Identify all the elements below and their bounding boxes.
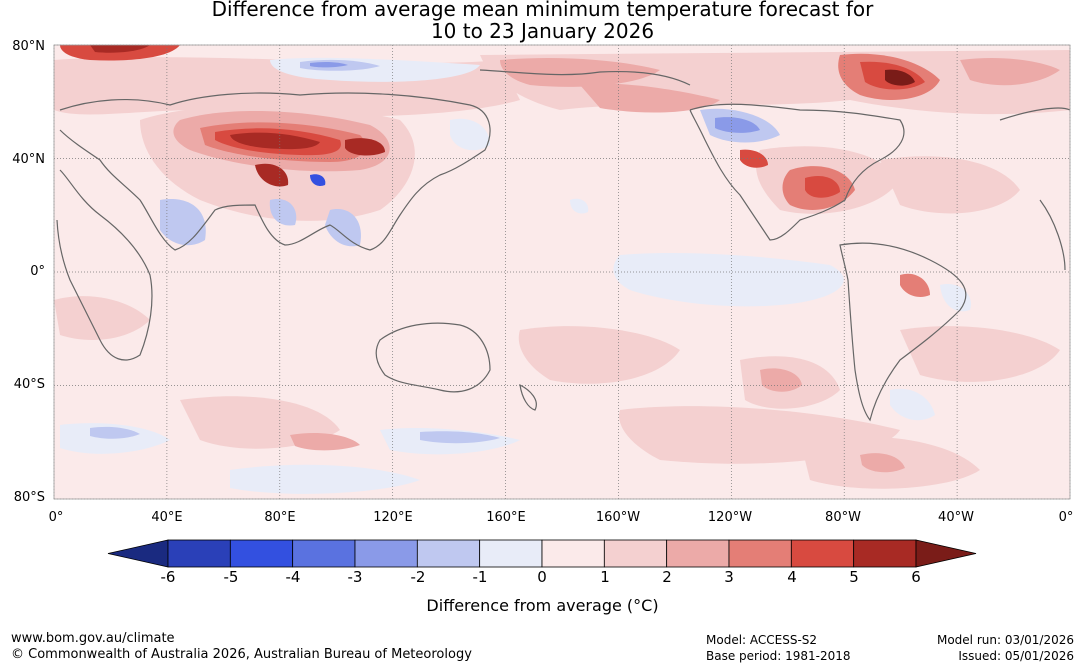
lon-label-160w: 160°W — [595, 510, 641, 525]
colorbar-tick: 4 — [787, 568, 797, 586]
colorbar-tick: -1 — [472, 568, 488, 586]
lat-label-eq: 0° — [30, 264, 45, 279]
colorbar-tick: 5 — [849, 568, 859, 586]
lon-label-80e: 80°E — [264, 510, 296, 525]
colorbar-tick: 2 — [662, 568, 672, 586]
colorbar-tick: -4 — [285, 568, 301, 586]
colorbar-segment — [853, 539, 917, 568]
lon-label-0-right: 0° — [1058, 510, 1074, 525]
lon-label-0: 0° — [48, 510, 64, 525]
colorbar-tick: -5 — [223, 568, 239, 586]
colorbar-segment — [541, 539, 605, 568]
lon-label-120e: 120°E — [373, 510, 413, 525]
model-name: Model: ACCESS-S2 — [706, 633, 818, 647]
colorbar — [107, 539, 977, 568]
map-frame — [53, 44, 1071, 500]
map-title-line-1: Difference from average mean minimum tem… — [211, 0, 874, 21]
issued-date: Issued: 05/01/2026 — [958, 649, 1074, 663]
colorbar-segment — [603, 539, 668, 568]
colorbar-segment — [479, 539, 543, 568]
colorbar-segment — [666, 539, 730, 568]
colorbar-tick: 0 — [537, 568, 547, 586]
colorbar-tick: 3 — [724, 568, 734, 586]
colorbar-tick: 1 — [600, 568, 610, 586]
website-link[interactable]: www.bom.gov.au/climate — [11, 631, 175, 646]
lon-label-40e: 40°E — [151, 510, 183, 525]
colorbar-tick: -6 — [160, 568, 176, 586]
base-period: Base period: 1981-2018 — [706, 649, 851, 663]
lat-label-40s: 40°S — [13, 377, 45, 392]
lon-label-80w: 80°W — [825, 510, 861, 525]
colorbar-tick: -3 — [347, 568, 363, 586]
colorbar-extend-low — [107, 539, 169, 568]
lon-label-160e: 160°E — [486, 510, 526, 525]
colorbar-extend-high — [915, 539, 977, 568]
colorbar-segment — [728, 539, 792, 568]
lat-label-80n: 80°N — [12, 39, 45, 54]
map-title-line-2: 10 to 23 January 2026 — [430, 19, 655, 43]
model-run-date: Model run: 03/01/2026 — [936, 633, 1074, 647]
colorbar-tick: -2 — [410, 568, 426, 586]
colorbar-segment — [167, 539, 231, 568]
copyright-text: © Commonwealth of Australia 2026, Austra… — [11, 647, 472, 662]
colorbar-label: Difference from average (°C) — [426, 596, 659, 615]
colorbar-segment — [416, 539, 481, 568]
colorbar-segment — [292, 539, 356, 568]
colorbar-segment — [354, 539, 418, 568]
lat-label-80s: 80°S — [13, 490, 45, 505]
colorbar-tick: 6 — [911, 568, 921, 586]
lon-label-120w: 120°W — [707, 510, 753, 525]
colorbar-segment — [229, 539, 294, 568]
lon-label-40w: 40°W — [938, 510, 974, 525]
coastlines — [56, 69, 1070, 422]
lat-label-40n: 40°N — [12, 152, 45, 167]
colorbar-segment — [790, 539, 855, 568]
